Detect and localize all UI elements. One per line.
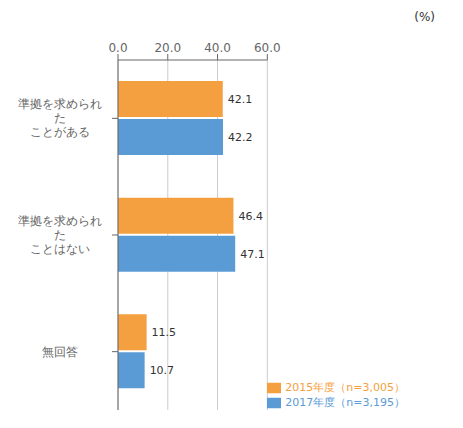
svg-text:60.0: 60.0	[254, 41, 281, 55]
svg-text:11.5: 11.5	[152, 326, 177, 339]
svg-text:0.0: 0.0	[108, 41, 127, 55]
svg-text:10.7: 10.7	[150, 364, 175, 377]
svg-text:40.0: 40.0	[204, 41, 231, 55]
svg-text:無回答: 無回答	[42, 345, 78, 359]
svg-text:準拠を求められたことがある: 準拠を求められたことがある	[18, 97, 102, 139]
svg-text:42.1: 42.1	[228, 93, 253, 106]
html-text:2015年度（n=3,005）: 2015年度（n=3,005）	[285, 381, 405, 394]
html-text:2017年度（n=3,195）: 2017年度（n=3,195）	[285, 396, 405, 409]
svg-text:46.4: 46.4	[238, 210, 262, 223]
svg-text:47.1: 47.1	[240, 248, 265, 261]
svg-text:42.2: 42.2	[228, 131, 253, 144]
svg-text:準拠を求められたことはない: 準拠を求められたことはない	[18, 214, 102, 256]
svg-text:20.0: 20.0	[154, 41, 181, 55]
